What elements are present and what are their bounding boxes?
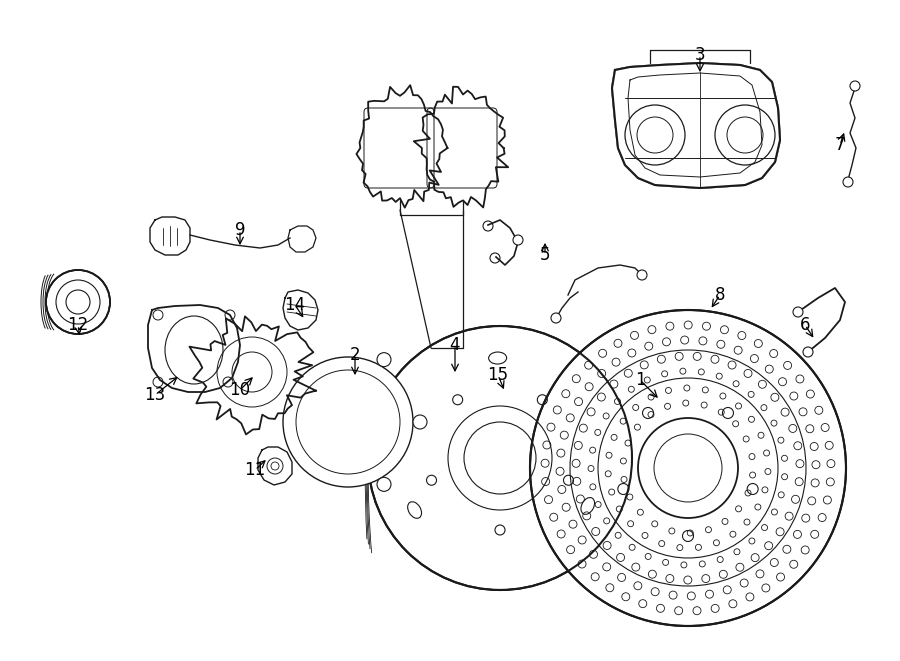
- Polygon shape: [308, 362, 387, 482]
- Circle shape: [368, 326, 632, 590]
- Text: 14: 14: [284, 296, 306, 314]
- Text: 15: 15: [488, 366, 508, 384]
- Text: 3: 3: [695, 46, 706, 64]
- Circle shape: [283, 357, 413, 487]
- Text: 9: 9: [235, 221, 245, 239]
- Circle shape: [530, 310, 846, 626]
- Text: 1: 1: [634, 371, 645, 389]
- Circle shape: [843, 177, 853, 187]
- Text: 2: 2: [350, 346, 360, 364]
- Polygon shape: [283, 290, 318, 330]
- Text: 4: 4: [450, 336, 460, 354]
- Polygon shape: [288, 226, 316, 252]
- Circle shape: [551, 313, 561, 323]
- Text: 7: 7: [835, 136, 845, 154]
- Circle shape: [377, 477, 391, 491]
- Polygon shape: [148, 305, 240, 392]
- Circle shape: [513, 235, 523, 245]
- Polygon shape: [414, 87, 508, 208]
- Circle shape: [637, 270, 647, 280]
- Polygon shape: [190, 317, 316, 434]
- Circle shape: [413, 415, 427, 429]
- Text: 12: 12: [68, 316, 88, 334]
- Circle shape: [850, 81, 860, 91]
- Circle shape: [793, 307, 803, 317]
- Circle shape: [803, 347, 813, 357]
- Text: 10: 10: [230, 381, 250, 399]
- Text: 13: 13: [144, 386, 166, 404]
- Polygon shape: [150, 217, 190, 255]
- Polygon shape: [356, 85, 447, 208]
- Text: 11: 11: [245, 461, 266, 479]
- Text: 6: 6: [800, 316, 810, 334]
- Polygon shape: [258, 447, 292, 485]
- Text: 8: 8: [715, 286, 725, 304]
- Circle shape: [46, 270, 110, 334]
- Circle shape: [377, 353, 391, 367]
- Polygon shape: [612, 63, 780, 188]
- Text: 5: 5: [540, 246, 550, 264]
